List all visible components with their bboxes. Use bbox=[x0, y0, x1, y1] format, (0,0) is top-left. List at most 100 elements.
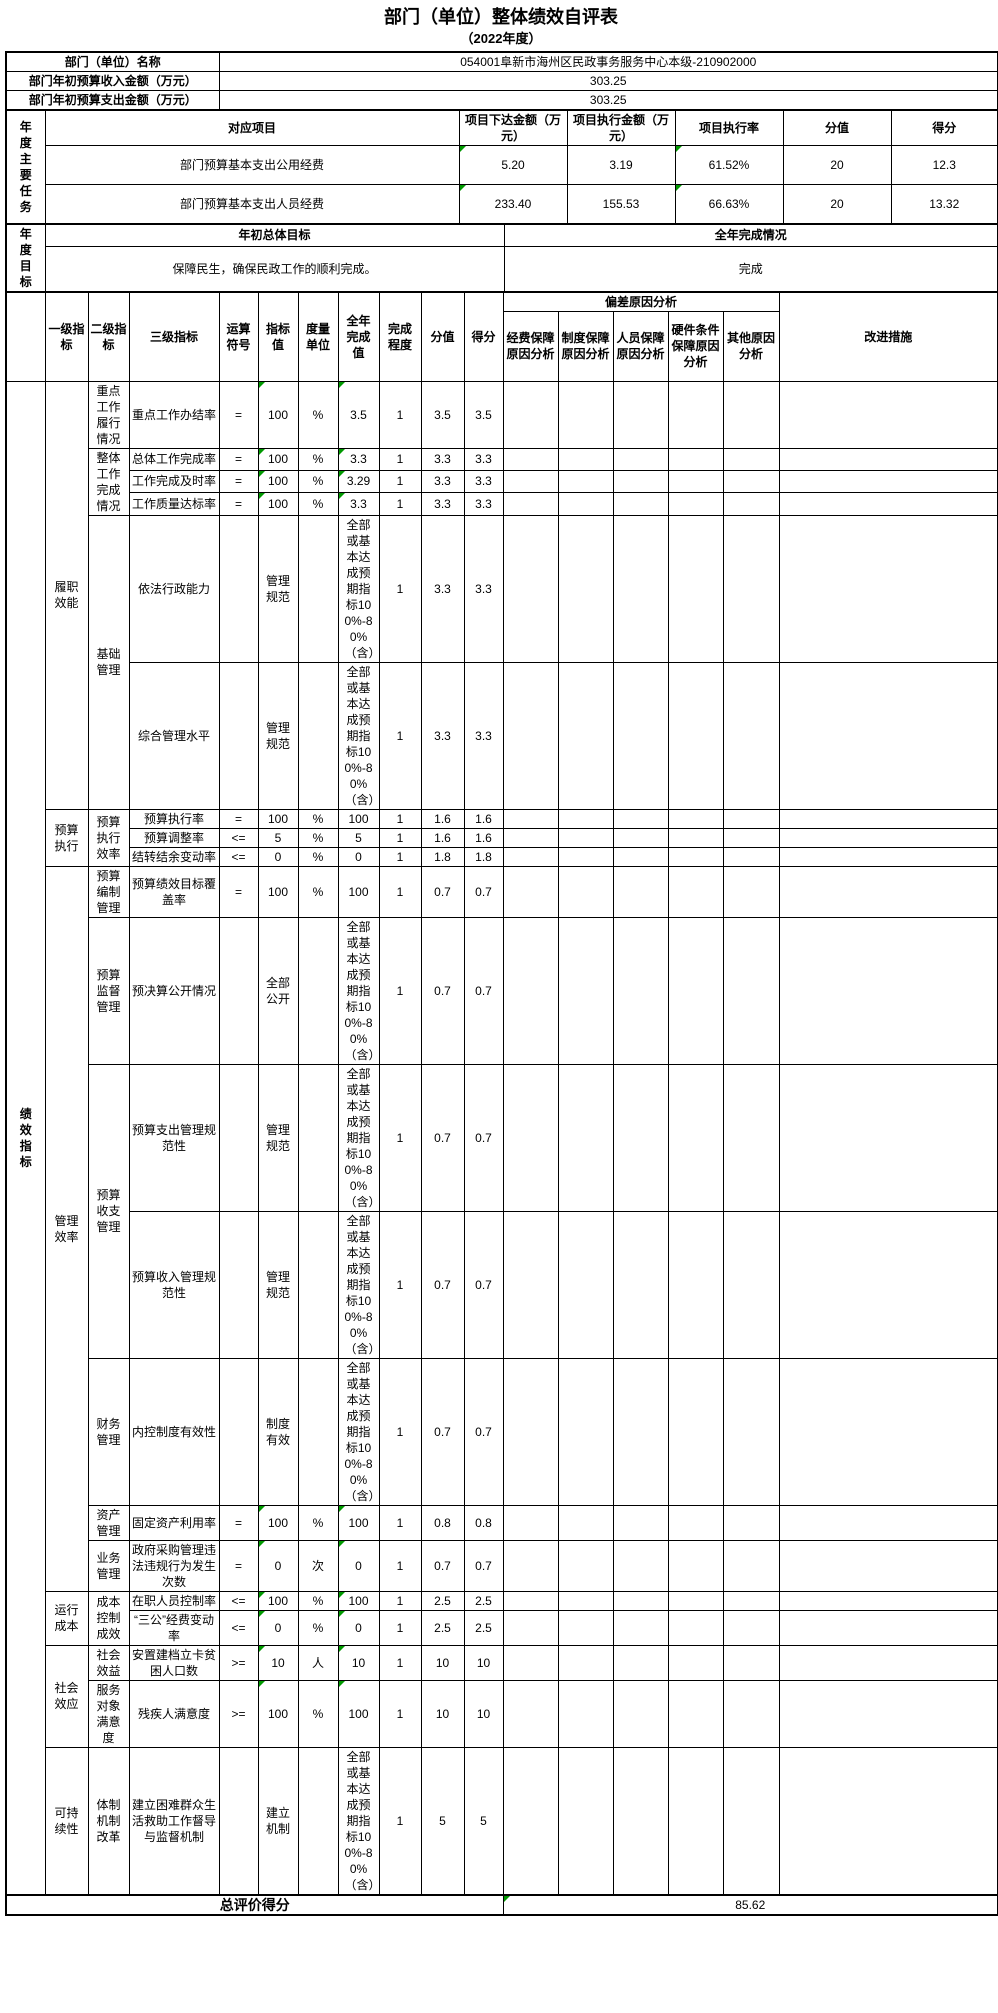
unit-cell: 人 bbox=[297, 1644, 339, 1681]
actual-cell: 100 bbox=[337, 1679, 380, 1748]
task-issued: 5.20 bbox=[458, 145, 568, 185]
deviation-cell bbox=[667, 916, 724, 1065]
score-cell: 0.7 bbox=[463, 1210, 504, 1359]
operator-cell: >= bbox=[218, 1644, 259, 1681]
indicator-row: 财务管理 内控制度有效性 制度有效 全部或基本达成预期指标100%-80%（含） 1 0.… bbox=[6, 1357, 998, 1506]
deviation-cell bbox=[612, 1609, 669, 1646]
col-deviation-system: 制度保障原因分析 bbox=[557, 310, 614, 382]
deviation-cell bbox=[502, 808, 559, 829]
improvement-cell bbox=[778, 1746, 998, 1895]
task-issued: 233.40 bbox=[458, 184, 568, 224]
operator-cell: = bbox=[218, 469, 259, 494]
points-cell: 3.3 bbox=[420, 447, 465, 471]
col-ind-score: 得分 bbox=[463, 291, 504, 382]
improvement-cell bbox=[778, 1539, 998, 1592]
year-completion-text: 完成 bbox=[503, 246, 998, 292]
col-project: 对应项目 bbox=[44, 109, 460, 146]
target-cell: 100 bbox=[257, 1504, 299, 1541]
deviation-cell bbox=[557, 1357, 614, 1506]
task-rate: 66.63% bbox=[674, 184, 784, 224]
improvement-cell bbox=[778, 827, 998, 848]
actual-cell: 5 bbox=[337, 827, 380, 848]
unit-cell: % bbox=[297, 865, 339, 918]
degree-cell: 1 bbox=[378, 1590, 422, 1611]
deviation-cell bbox=[722, 1746, 780, 1895]
deviation-cell bbox=[502, 469, 559, 494]
deviation-cell bbox=[722, 1609, 780, 1646]
col-level3: 三级指标 bbox=[128, 291, 220, 382]
col-degree: 完成程度 bbox=[378, 291, 422, 382]
score-cell: 3.5 bbox=[463, 380, 504, 449]
deviation-cell bbox=[612, 1644, 669, 1681]
info-row: 部门年初预算收入金额（万元） 303.25 bbox=[5, 71, 998, 91]
deviation-cell bbox=[502, 827, 559, 848]
deviation-cell bbox=[667, 1679, 724, 1748]
points-cell: 0.7 bbox=[420, 916, 465, 1065]
col-operator: 运算符号 bbox=[218, 291, 259, 382]
deviation-cell bbox=[612, 447, 669, 471]
unit-cell: % bbox=[297, 1679, 339, 1748]
deviation-cell bbox=[502, 1679, 559, 1748]
col-execution-rate: 项目执行率 bbox=[674, 109, 784, 146]
improvement-cell bbox=[778, 916, 998, 1065]
info-table: 部门（单位）名称 054001阜新市海州区民政事务服务中心本级-21090200… bbox=[5, 51, 998, 111]
level3-cell: 重点工作办结率 bbox=[128, 380, 220, 449]
target-cell: 100 bbox=[257, 808, 299, 829]
task-row: 部门预算基本支出人员经费 233.40 155.53 66.63% 20 13.… bbox=[6, 184, 998, 224]
actual-cell: 0 bbox=[337, 1539, 380, 1592]
deviation-cell bbox=[502, 846, 559, 867]
level2-cell: 预算监督管理 bbox=[87, 916, 130, 1065]
indicator-row: 预算监督管理 预决算公开情况 全部公开 全部或基本达成预期指标100%-80%（含） 1… bbox=[6, 916, 998, 1065]
unit-cell bbox=[297, 514, 339, 663]
score-cell: 3.3 bbox=[463, 469, 504, 494]
level2-cell: 预算编制管理 bbox=[87, 865, 130, 918]
improvement-cell bbox=[778, 1679, 998, 1748]
total-score-value: 85.62 bbox=[502, 1894, 998, 1915]
annual-tasks-table: 年度主要任务 对应项目 项目下达金额（万元） 项目执行金额（万元） 项目执行率 … bbox=[5, 109, 998, 225]
unit-cell: % bbox=[297, 1590, 339, 1611]
deviation-cell bbox=[502, 1539, 559, 1592]
unit-cell: 次 bbox=[297, 1539, 339, 1592]
target-cell: 制度有效 bbox=[257, 1357, 299, 1506]
operator-cell: = bbox=[218, 1504, 259, 1541]
level3-cell: 预算调整率 bbox=[128, 827, 220, 848]
points-cell: 0.8 bbox=[420, 1504, 465, 1541]
degree-cell: 1 bbox=[378, 1609, 422, 1646]
level1-cell: 运行成本 bbox=[44, 1590, 89, 1646]
total-score-row: 总评价得分 85.62 bbox=[5, 1894, 998, 1915]
unit-cell: % bbox=[297, 469, 339, 494]
unit-cell: % bbox=[297, 846, 339, 867]
deviation-cell bbox=[722, 846, 780, 867]
task-points: 20 bbox=[782, 145, 892, 185]
deviation-cell bbox=[612, 1357, 669, 1506]
indicator-row: “三公”经费变动率 <= 0% 0 1 2.5 2.5 bbox=[6, 1609, 998, 1646]
points-cell: 0.7 bbox=[420, 865, 465, 918]
col-unit: 度量单位 bbox=[297, 291, 339, 382]
task-project: 部门预算基本支出公用经费 bbox=[44, 145, 460, 185]
score-cell: 0.7 bbox=[463, 865, 504, 918]
indicator-row: 资产管理 固定资产利用率 = 100% 100 1 0.8 0.8 bbox=[6, 1504, 998, 1541]
task-points: 20 bbox=[782, 184, 892, 224]
level3-cell: “三公”经费变动率 bbox=[128, 1609, 220, 1646]
score-cell: 0.8 bbox=[463, 1504, 504, 1541]
col-deviation-other: 其他原因分析 bbox=[722, 310, 780, 382]
deviation-cell bbox=[722, 827, 780, 848]
deviation-cell bbox=[667, 1210, 724, 1359]
deviation-cell bbox=[502, 380, 559, 449]
deviation-cell bbox=[557, 827, 614, 848]
improvement-cell bbox=[778, 1504, 998, 1541]
improvement-cell bbox=[778, 1063, 998, 1212]
deviation-cell bbox=[667, 865, 724, 918]
deviation-cell bbox=[667, 661, 724, 810]
deviation-cell bbox=[612, 380, 669, 449]
deviation-cell bbox=[612, 661, 669, 810]
deviation-cell bbox=[502, 1590, 559, 1611]
level3-cell: 预算执行率 bbox=[128, 808, 220, 829]
section-label-tasks: 年度主要任务 bbox=[5, 109, 46, 224]
degree-cell: 1 bbox=[378, 1063, 422, 1212]
deviation-cell bbox=[557, 1746, 614, 1895]
level3-cell: 综合管理水平 bbox=[128, 661, 220, 810]
deviation-cell bbox=[722, 1679, 780, 1748]
target-cell: 0 bbox=[257, 1609, 299, 1646]
improvement-cell bbox=[778, 1609, 998, 1646]
